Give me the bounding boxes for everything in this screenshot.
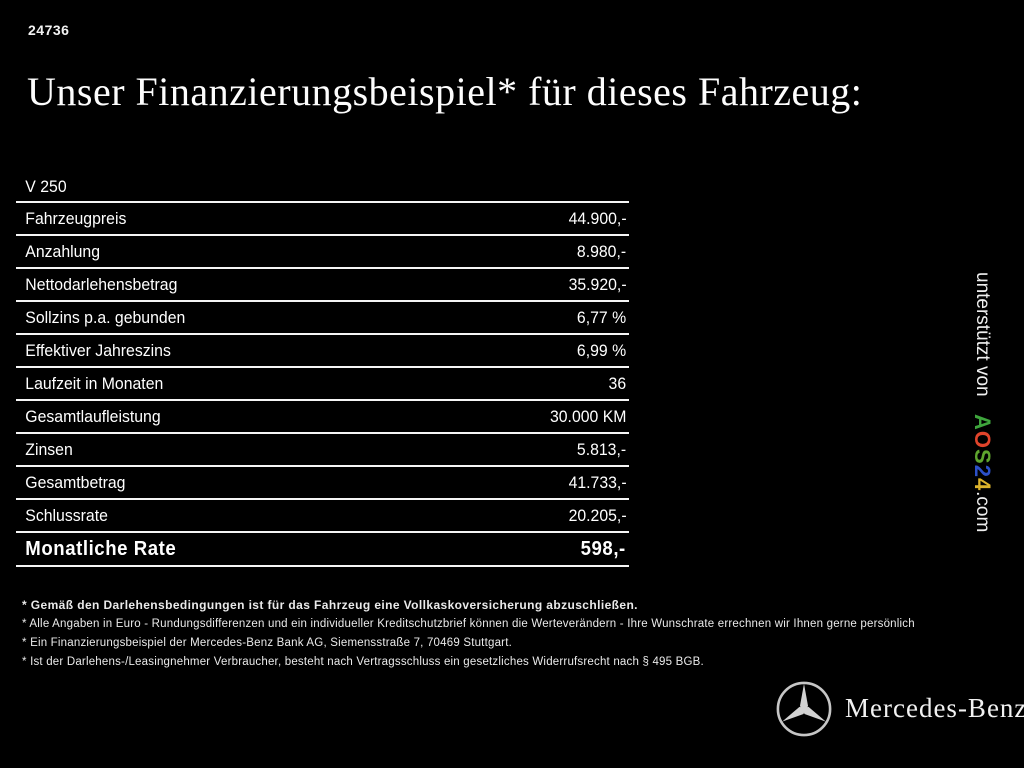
row-label: Anzahlung (25, 241, 101, 261)
supported-by-label: unterstützt von (972, 272, 993, 397)
table-row: Fahrzeugpreis 44.900,- (16, 203, 629, 236)
table-row: Gesamtbetrag 41.733,- (16, 467, 629, 500)
aos24-logo: AOS24 (970, 414, 995, 491)
row-value: 598,- (581, 537, 627, 560)
mercedes-benz-wordmark: Mercedes-Benz (845, 693, 1024, 723)
footnote-line: * Ein Finanzierungsbeispiel der Mercedes… (22, 637, 512, 649)
table-row: Nettodarlehensbetrag 35.920,- (16, 269, 629, 302)
footnote-line: * Alle Angaben in Euro - Rundungsdiffere… (22, 618, 915, 630)
row-value: 5.813,- (576, 439, 627, 459)
table-row: Anzahlung 8.980,- (16, 236, 629, 269)
table-row: Sollzins p.a. gebunden 6,77 % (16, 302, 629, 335)
model-name: V 250 (25, 176, 67, 196)
footnote-line: * Gemäß den Darlehensbedingungen ist für… (22, 598, 638, 612)
footnote-line: * Ist der Darlehens-/Leasingnehmer Verbr… (22, 656, 704, 668)
domain-suffix: .com (972, 491, 993, 533)
brand-letter: S (970, 448, 995, 465)
row-label: Laufzeit in Monaten (25, 373, 164, 393)
row-value: 6,77 % (576, 307, 627, 327)
row-label: Fahrzeugpreis (25, 208, 127, 228)
finance-table: V 250 Fahrzeugpreis 44.900,- Anzahlung 8… (16, 172, 629, 567)
row-label: Nettodarlehensbetrag (25, 274, 178, 294)
row-value: 36 (608, 373, 627, 393)
row-value: 44.900,- (568, 208, 627, 228)
row-label: Gesamtlaufleistung (25, 406, 161, 426)
row-label: Zinsen (25, 439, 73, 459)
row-value: 8.980,- (576, 241, 627, 261)
footnotes: * Gemäß den Darlehensbedingungen ist für… (22, 596, 1012, 672)
row-value: 6,99 % (576, 340, 627, 360)
supported-by-sidebar: unterstützt von AOS24.com (969, 272, 995, 532)
document-number: 24736 (28, 22, 70, 38)
table-row: Laufzeit in Monaten 36 (16, 368, 629, 401)
brand-letter: 2 (970, 464, 995, 478)
table-row: Effektiver Jahreszins 6,99 % (16, 335, 629, 368)
row-value: 35.920,- (568, 274, 627, 294)
row-value: 30.000 KM (549, 406, 627, 426)
page-title: Unser Finanzierungsbeispiel* für dieses … (27, 69, 863, 114)
row-value: 20.205,- (568, 505, 627, 525)
brand-letter: A (970, 413, 995, 431)
brand-letter: O (970, 430, 995, 449)
table-row: Gesamtlaufleistung 30.000 KM (16, 401, 629, 434)
table-row-monthly-rate: Monatliche Rate 598,- (16, 533, 629, 567)
row-label: Sollzins p.a. gebunden (25, 307, 186, 327)
table-row: Schlussrate 20.205,- (16, 500, 629, 533)
row-label: Effektiver Jahreszins (25, 340, 171, 360)
finance-table-model-header: V 250 (16, 172, 629, 203)
row-value: 41.733,- (568, 472, 627, 492)
row-label: Monatliche Rate (25, 537, 177, 560)
brand-letter: 4 (970, 477, 995, 492)
row-label: Gesamtbetrag (25, 472, 126, 492)
row-label: Schlussrate (25, 505, 108, 525)
mercedes-star-icon (775, 680, 833, 743)
table-row: Zinsen 5.813,- (16, 434, 629, 467)
